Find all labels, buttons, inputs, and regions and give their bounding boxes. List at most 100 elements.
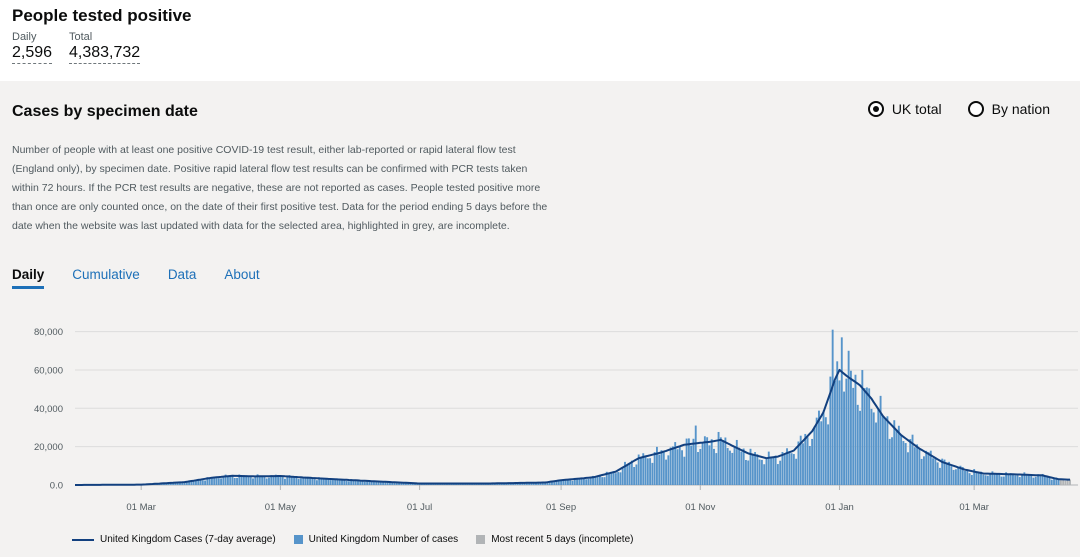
daily-bar (279, 476, 282, 485)
cases-chart[interactable]: 0.0 20,000 40,000 60,000 80,000 01 Mar 01 May 0… (0, 312, 1080, 522)
daily-bar (617, 472, 620, 485)
daily-bar (601, 477, 604, 485)
daily-bar (1016, 475, 1019, 485)
daily-bar (900, 434, 903, 485)
incomplete-bar (1062, 479, 1065, 485)
tab-data[interactable]: Data (167, 267, 197, 282)
incomplete-bar (1059, 478, 1062, 485)
tab-daily[interactable]: Daily (12, 267, 45, 289)
tab-cumulative[interactable]: Cumulative (72, 267, 140, 282)
daily-bar (925, 450, 928, 485)
radio-uk-total-label: UK total (891, 101, 942, 117)
x-tick-label: 01 Jan (825, 502, 854, 513)
total-label: Total (69, 31, 93, 43)
daily-bar (644, 456, 647, 485)
daily-bar (706, 437, 709, 485)
daily-bar (977, 472, 980, 485)
daily-bar (662, 451, 665, 485)
daily-bar (765, 457, 768, 485)
daily-bar (195, 479, 197, 485)
daily-bar (555, 481, 558, 485)
daily-bar (226, 475, 229, 485)
daily-bar (669, 447, 672, 485)
daily-value[interactable]: 2,596 (12, 44, 53, 64)
daily-bar (596, 476, 599, 485)
daily-bar (594, 476, 597, 485)
daily-bar (354, 480, 357, 485)
daily-bar (774, 455, 777, 485)
daily-bar (334, 479, 337, 485)
daily-bar (843, 391, 846, 485)
daily-bar (642, 453, 645, 485)
daily-bar (598, 474, 601, 485)
daily-bar (347, 481, 350, 485)
daily-bar (998, 473, 1001, 485)
daily-bar (624, 461, 626, 485)
daily-bar (571, 480, 574, 485)
daily-bar (258, 476, 261, 485)
daily-bar (722, 440, 725, 485)
daily-bar (934, 458, 937, 485)
daily-bar (576, 478, 579, 485)
legend-line-swatch (72, 538, 94, 541)
daily-bar (747, 460, 750, 485)
incomplete-bar (1069, 479, 1071, 485)
total-value[interactable]: 4,383,732 (69, 44, 141, 64)
x-tick-label: 01 Mar (126, 502, 156, 513)
daily-bar (204, 480, 207, 485)
radio-unselected-icon[interactable] (967, 101, 984, 117)
total-metric: Total 4,383,732 (69, 31, 141, 64)
daily-bar (395, 483, 398, 485)
daily-bar (357, 480, 359, 485)
daily-bar (1048, 477, 1051, 485)
daily-bar (845, 378, 848, 485)
daily-bar (996, 474, 998, 485)
daily-bar (891, 437, 893, 485)
daily-bar (806, 437, 809, 485)
daily-bar (172, 483, 175, 485)
daily-bar (1034, 476, 1037, 485)
tab-about[interactable]: About (224, 267, 260, 282)
daily-bar (952, 469, 955, 485)
radio-by-nation[interactable]: By nation (967, 101, 1050, 117)
daily-bar (539, 483, 542, 485)
daily-bar (802, 443, 804, 485)
panel-title: Cases by specimen date (12, 103, 198, 120)
daily-label: Daily (12, 31, 37, 43)
daily-bar (368, 480, 371, 485)
daily-bar (651, 462, 654, 485)
daily-bar (231, 475, 234, 485)
daily-bar (797, 441, 800, 485)
daily-bar (744, 460, 747, 485)
daily-bar (268, 477, 270, 485)
daily-bar (870, 408, 873, 485)
daily-bar (708, 445, 711, 485)
daily-bar (868, 388, 871, 485)
daily-bar (1027, 474, 1030, 485)
daily-bar (690, 445, 693, 485)
daily-bar (530, 482, 533, 485)
radio-selected-icon[interactable] (867, 101, 884, 117)
daily-bar (208, 477, 211, 485)
daily-bar (961, 467, 964, 485)
daily-bar (366, 480, 369, 485)
legend-incomplete-label: Most recent 5 days (incomplete) (491, 534, 634, 545)
daily-bar (304, 476, 307, 485)
daily-bar (804, 433, 807, 485)
daily-bar (980, 471, 982, 485)
radio-uk-total[interactable]: UK total (867, 101, 942, 117)
daily-bar (295, 477, 298, 485)
daily-bar (733, 447, 736, 485)
daily-bar (213, 476, 216, 485)
daily-bar (1002, 476, 1005, 485)
daily-bar (238, 474, 241, 485)
daily-bar (329, 480, 332, 485)
daily-bar (982, 474, 985, 485)
daily-bar (621, 467, 624, 485)
daily-bar (637, 454, 640, 485)
daily-bar (681, 450, 683, 485)
y-tick-label: 60,000 (34, 365, 63, 376)
daily-bar (859, 410, 861, 485)
daily-bar (535, 482, 537, 485)
daily-bar (754, 452, 757, 485)
